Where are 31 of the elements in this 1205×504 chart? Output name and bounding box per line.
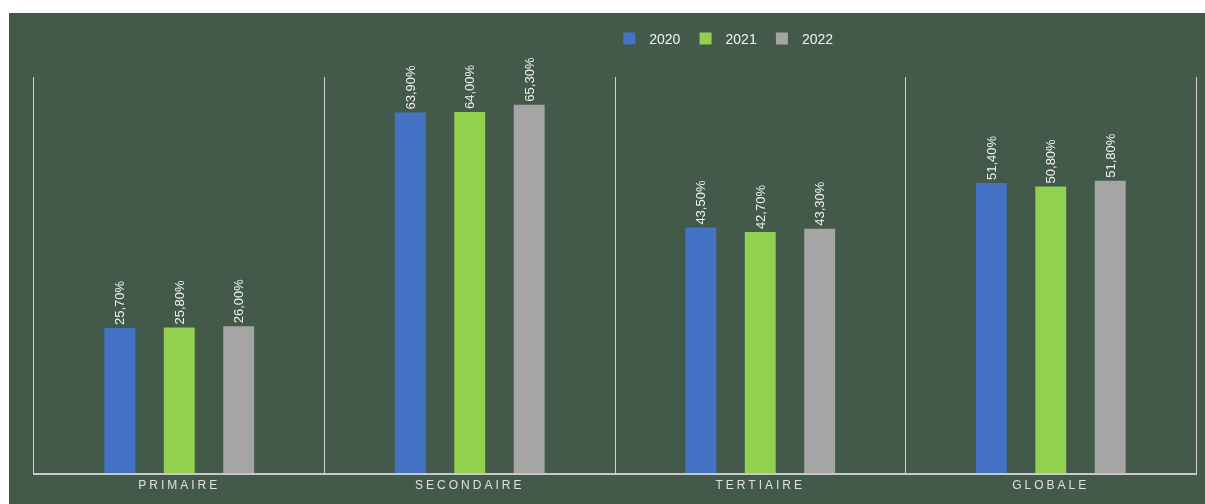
data-label: 63,90% [402, 65, 418, 110]
x-tick-label: SECONDAIRE [415, 478, 525, 493]
data-label: 43,50% [693, 180, 709, 225]
data-label: 25,70% [112, 280, 128, 326]
data-label: 50,80% [1043, 138, 1059, 184]
data-label: 51,80% [1102, 133, 1118, 178]
x-tick-label: GLOBALE [1012, 478, 1090, 493]
bar [163, 327, 195, 473]
bar [223, 326, 255, 473]
bar [685, 227, 717, 473]
bar [454, 111, 486, 473]
bar [1035, 186, 1067, 473]
bar [975, 183, 1007, 473]
bar [804, 228, 836, 473]
data-label: 25,80% [171, 279, 187, 325]
data-label: 65,30% [521, 57, 537, 102]
data-label: 43,30% [812, 181, 828, 226]
bar [394, 112, 426, 473]
x-tick-label: PRIMAIRE [138, 478, 221, 493]
data-label: 64,00% [462, 64, 478, 109]
data-label: 26,00% [231, 278, 247, 324]
legend-label: 2020 [649, 31, 681, 48]
data-label: 42,70% [752, 184, 768, 230]
legend-label: 2021 [725, 31, 757, 48]
bar [513, 104, 545, 473]
legend-label: 2022 [801, 31, 834, 48]
data-label: 51,40% [983, 135, 999, 181]
x-tick-label: TERTIAIRE [715, 478, 805, 493]
bar [744, 232, 776, 473]
bar [104, 328, 136, 473]
bar [1094, 180, 1126, 473]
